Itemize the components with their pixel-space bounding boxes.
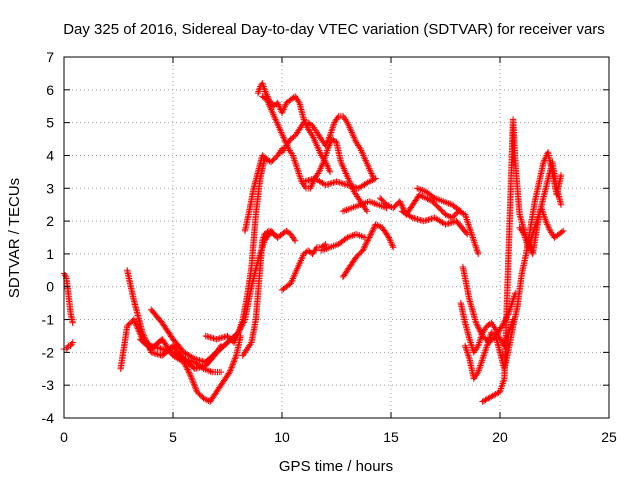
series-s7	[202, 145, 286, 346]
y-tick-label: -4	[42, 410, 55, 426]
x-tick-label: 15	[383, 429, 399, 445]
x-axis-label: GPS time / hours	[279, 458, 393, 475]
y-tick-label: -3	[42, 377, 55, 393]
y-axis-label: SDTVAR / TECUs	[6, 178, 23, 298]
y-tick-label: 5	[46, 115, 54, 131]
x-tick-label: 25	[601, 429, 617, 445]
series-s26	[516, 204, 567, 251]
series-s5	[137, 332, 244, 405]
series-s16	[339, 198, 390, 215]
y-tick-label: 2	[46, 213, 54, 229]
x-tick-label: 10	[274, 429, 290, 445]
y-tick-label: 3	[46, 180, 54, 196]
x-tick-label: 5	[169, 429, 177, 445]
series-s8	[239, 227, 299, 359]
series-s20	[414, 185, 464, 215]
data-point-markers	[398, 208, 471, 238]
series-s13	[278, 240, 329, 294]
data-point-markers	[300, 175, 379, 192]
data-point-markers	[516, 204, 567, 251]
y-tick-label: 4	[46, 147, 54, 163]
data-point-markers	[514, 149, 565, 310]
x-tick-label: 20	[492, 429, 508, 445]
x-tick-label: 0	[60, 429, 68, 445]
series-s18	[376, 191, 482, 258]
axis-ticks: 0 5 10 15 20 25 -4 -3 -2 -1 0 1 2 3 4 5 6 7	[42, 49, 617, 445]
y-tick-label: 7	[46, 49, 54, 65]
data-point-markers	[278, 240, 329, 294]
plot-frame	[63, 56, 610, 419]
data-point-markers	[479, 116, 565, 405]
series-s17	[339, 221, 397, 281]
y-tick-label: 6	[46, 82, 54, 98]
series-s9	[241, 152, 270, 235]
chart-title: Day 325 of 2016, Sidereal Day-to-day VTE…	[63, 21, 605, 38]
series-s14	[300, 175, 379, 192]
data-point-markers	[278, 112, 377, 182]
series-s25	[514, 149, 565, 310]
y-tick-label: -2	[42, 344, 55, 360]
series-s19	[398, 208, 471, 238]
y-tick-label: -1	[42, 312, 55, 328]
data-point-markers	[376, 191, 482, 258]
data-point-markers	[339, 198, 390, 215]
data-point-markers	[339, 221, 397, 281]
data-point-markers	[241, 152, 270, 235]
y-tick-label: 0	[46, 279, 54, 295]
series-s15	[318, 231, 368, 254]
data-point-markers	[239, 227, 299, 359]
series-s24	[479, 116, 565, 405]
data-points	[60, 80, 567, 405]
series-s12	[278, 112, 377, 182]
data-point-markers	[202, 145, 286, 346]
data-point-markers	[414, 185, 464, 215]
data-point-markers	[318, 231, 368, 254]
y-tick-label: 1	[46, 246, 54, 262]
data-point-markers	[137, 332, 244, 405]
